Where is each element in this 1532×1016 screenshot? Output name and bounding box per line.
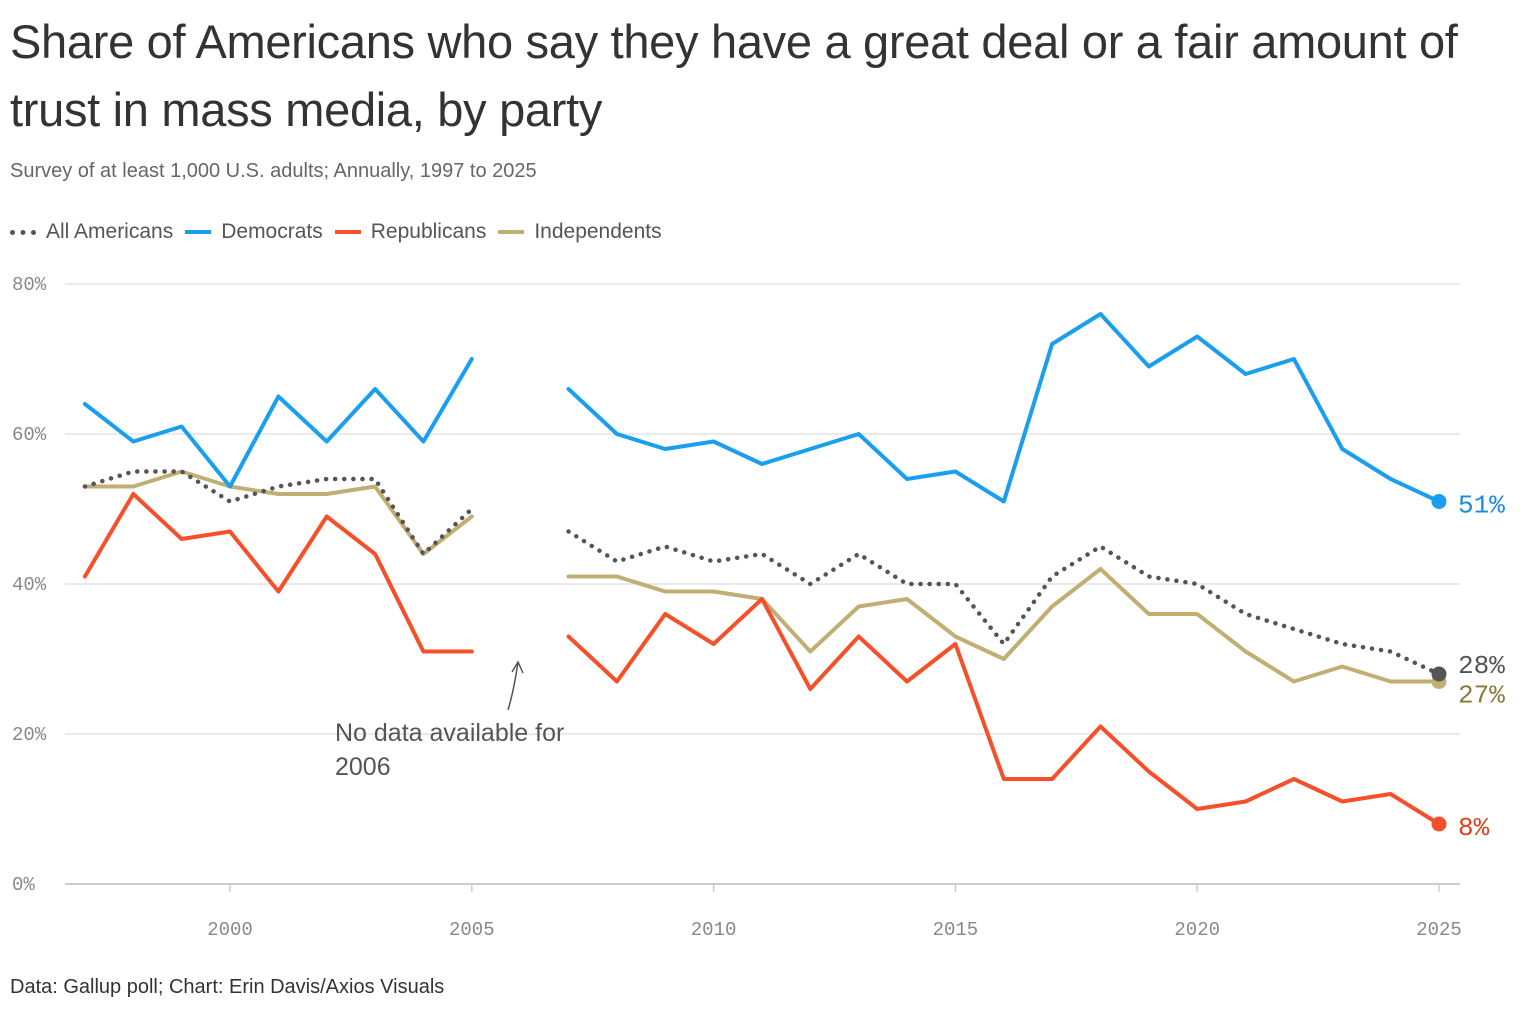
x-tick-label: 2010 <box>691 919 737 941</box>
series-line-all-americans-segment-2 <box>566 529 1442 677</box>
legend-swatch-independents <box>498 230 525 234</box>
chart-title: Share of Americans who say they have a g… <box>10 15 1458 136</box>
series-line-independents-segment-2 <box>566 567 1441 684</box>
chart-footer: Data: Gallup poll; Chart: Erin Davis/Axi… <box>10 976 445 998</box>
end-label-independents: 27% <box>1458 681 1505 711</box>
y-tick-label: 20% <box>12 724 47 746</box>
x-tick-label: 2005 <box>449 919 495 941</box>
end-label-democrats: 51% <box>1458 491 1505 521</box>
series-line-democrats-segment-1 <box>82 357 474 489</box>
series-line-all-americans-segment-1 <box>82 469 475 557</box>
legend-label-republicans: Republicans <box>370 220 487 243</box>
x-tick-label: 2000 <box>207 919 253 941</box>
end-point-republicans <box>1431 816 1447 832</box>
x-tick-label: 2015 <box>933 919 979 941</box>
end-point-all-americans <box>1431 666 1447 682</box>
legend-item-all-americans: All Americans <box>10 220 173 244</box>
legend-item-independents: Independents <box>498 220 662 244</box>
legend-swatch-all-americans <box>10 229 36 235</box>
end-point-democrats <box>1431 494 1447 509</box>
x-tick-label: 2025 <box>1416 919 1462 941</box>
end-label-all-americans: 28% <box>1458 651 1505 681</box>
legend-item-republicans: Republicans <box>334 220 487 244</box>
y-tick-label: 40% <box>12 574 47 596</box>
legend-label-democrats: Democrats <box>221 220 323 243</box>
x-tick-label: 2020 <box>1174 919 1220 941</box>
y-tick-label: 60% <box>12 424 47 446</box>
series-line-republicans-segment-2 <box>566 597 1441 826</box>
y-tick-label: 80% <box>12 274 47 296</box>
y-tick-label: 0% <box>12 874 35 896</box>
legend-label-independents: Independents <box>534 220 662 243</box>
series-line-independents-segment-1 <box>82 469 474 556</box>
legend-label-all-americans: All Americans <box>46 220 174 243</box>
chart-subtitle: Survey of at least 1,000 U.S. adults; An… <box>10 160 537 182</box>
legend-item-democrats: Democrats <box>185 220 323 244</box>
annotation-arrow <box>507 661 519 711</box>
end-label-republicans: 8% <box>1458 813 1490 843</box>
series-line-democrats-segment-2 <box>566 312 1441 504</box>
series-line-republicans-segment-1 <box>82 492 474 654</box>
legend-swatch-democrats <box>185 230 212 234</box>
line-chart: 0% 20% 40% 60% 80% 2000 2005 2010 2015 2020 2025 28… <box>12 274 1505 941</box>
annotation-arrowhead <box>511 660 524 674</box>
annotation-text-line1: No data available for <box>335 719 564 747</box>
legend: All Americans Democrats Republicans Inde… <box>10 220 674 244</box>
annotation-text-line2: 2006 <box>335 753 391 781</box>
legend-swatch-republicans <box>334 230 361 234</box>
